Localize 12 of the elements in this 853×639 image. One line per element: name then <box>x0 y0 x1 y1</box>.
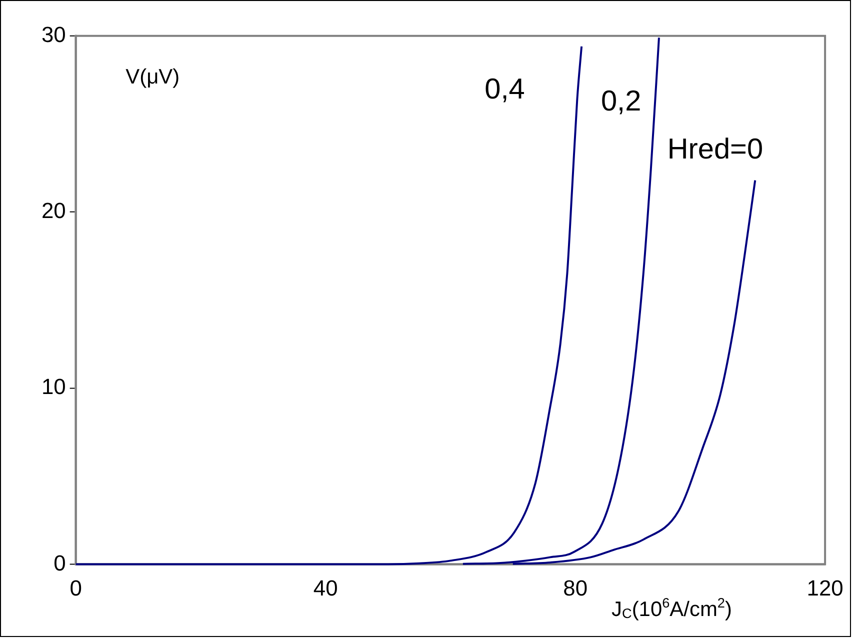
y-tick-label: 20 <box>41 198 66 224</box>
x-tick-label: 0 <box>70 575 82 600</box>
y-tick-label: 0 <box>54 550 66 576</box>
x-tick-label: 120 <box>806 575 844 600</box>
series-label: 0,2 <box>600 85 642 118</box>
series-label: 0,4 <box>484 73 525 106</box>
y-tick-label: 30 <box>41 22 66 47</box>
y-tick-label: 10 <box>41 374 66 400</box>
y-axis-title: V(μV) <box>126 66 180 89</box>
x-tick-label: 40 <box>313 575 338 600</box>
x-tick-label: 80 <box>563 575 588 600</box>
series-label: Hred=0 <box>667 133 764 166</box>
